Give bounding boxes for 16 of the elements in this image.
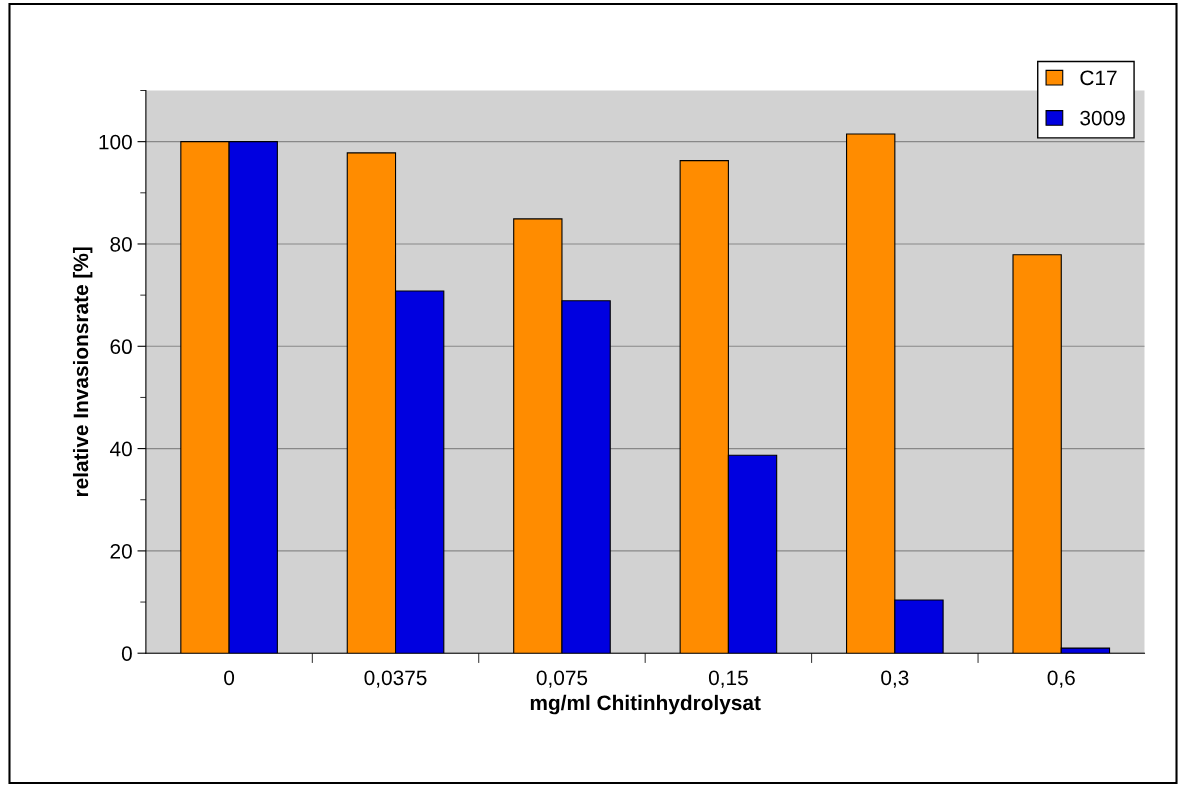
- y-tick-label: 20: [110, 543, 132, 559]
- x-tick-label: 0,15: [708, 670, 748, 688]
- x-axis-title: mg/ml Chitinhydrolysat: [530, 694, 761, 715]
- x-tick-label: 0,075: [536, 670, 588, 688]
- y-tick-label: 40: [109, 441, 132, 457]
- y-tick-label: 80: [110, 236, 132, 252]
- y-tick-label: 100: [99, 134, 132, 150]
- y-tick-label: 0: [121, 646, 132, 661]
- x-tick-label: 0: [224, 670, 235, 686]
- x-tick-label: 0,3: [881, 670, 909, 688]
- legend-label: 3009: [1080, 110, 1125, 126]
- y-axis-title: relative Invasionsrate [%]: [72, 247, 93, 497]
- x-tick-label: 0,0375: [364, 670, 427, 688]
- y-tick-label: 60: [110, 339, 132, 355]
- x-tick-label: 0,6: [1047, 670, 1075, 688]
- legend-label: C17: [1080, 70, 1117, 86]
